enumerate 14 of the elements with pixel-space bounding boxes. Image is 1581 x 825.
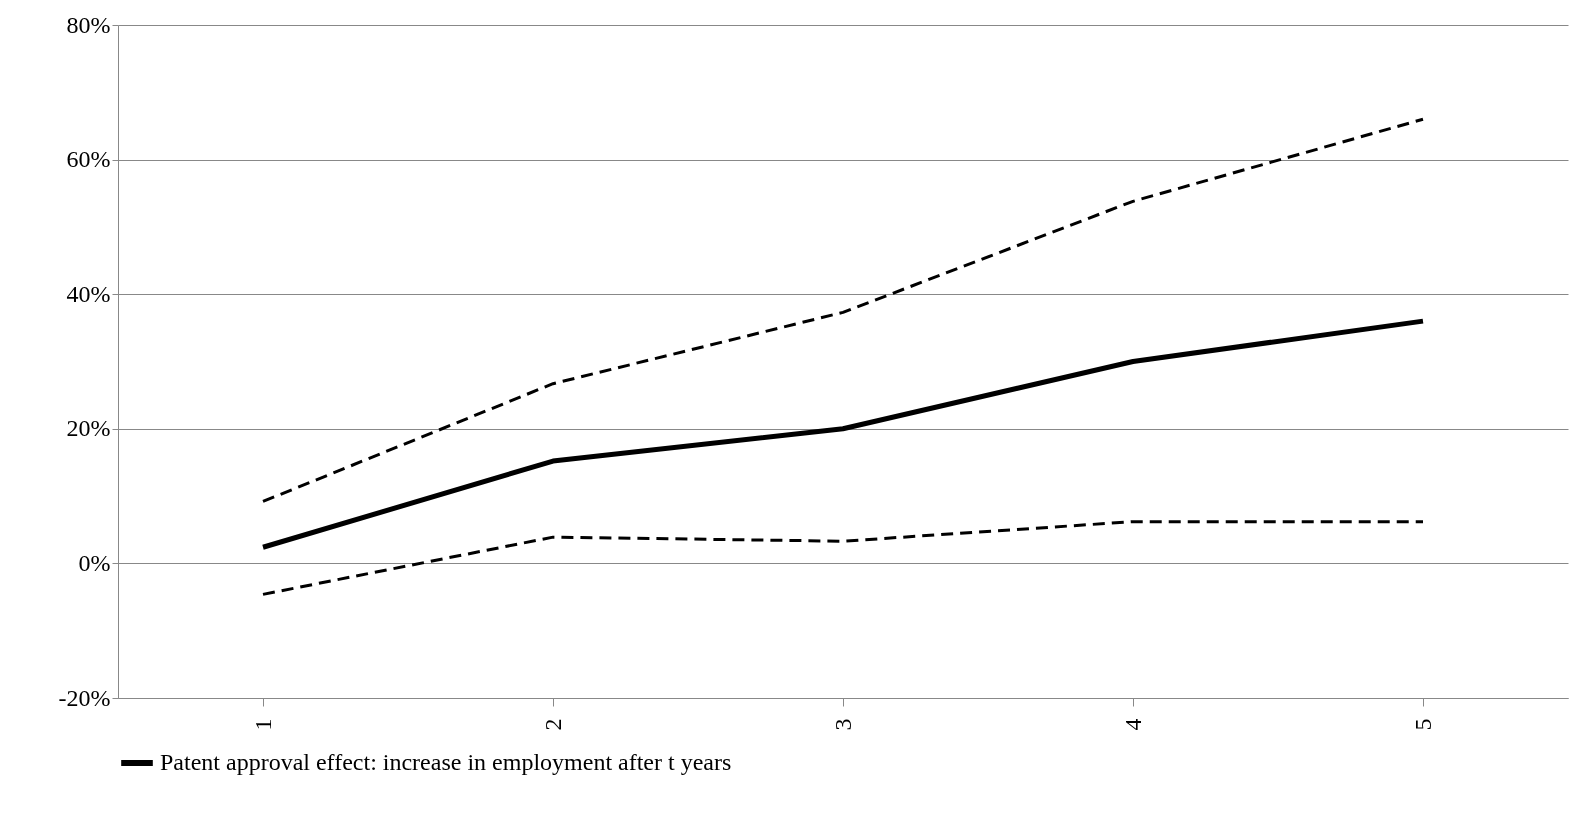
- x-tick-label: 2: [539, 718, 566, 731]
- y-tick-label: 0%: [78, 549, 111, 576]
- x-tick-label: 4: [1119, 718, 1146, 731]
- y-tick-label: 60%: [66, 146, 111, 173]
- x-tick-label: 1: [249, 718, 276, 731]
- line-series: [261, 117, 1425, 503]
- y-tick-label: 40%: [66, 280, 111, 307]
- x-tick-label: 3: [829, 718, 856, 731]
- y-tick-label: 80%: [66, 11, 111, 38]
- line-series: [261, 520, 1425, 596]
- x-tick-label: 5: [1409, 718, 1436, 731]
- legend-label: Patent approval effect: increase in employment after t years: [160, 749, 732, 775]
- y-tick-label: -20%: [58, 684, 111, 711]
- y-tick-label: 20%: [66, 415, 111, 442]
